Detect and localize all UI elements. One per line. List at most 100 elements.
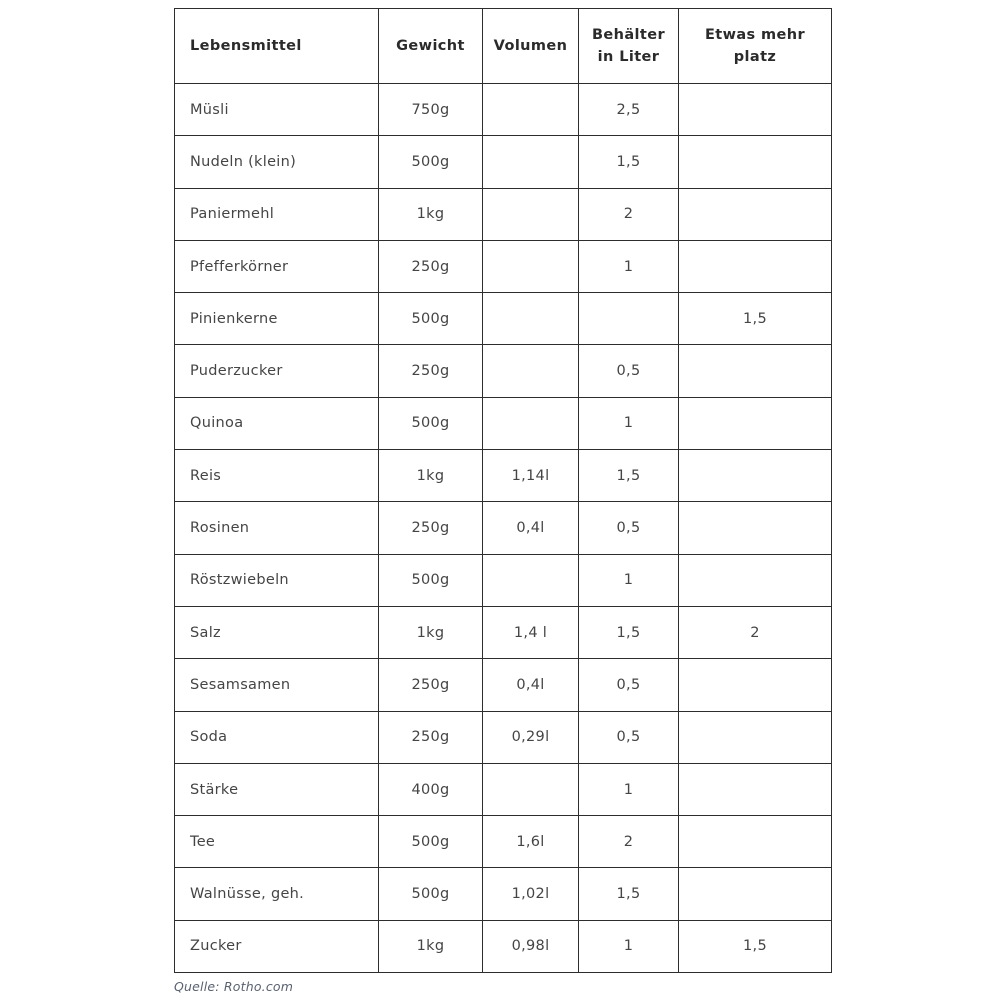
food-name-cell: Stärke bbox=[174, 762, 379, 817]
value-cell: 500g bbox=[378, 867, 483, 921]
table-row: Pfefferkörner 250g 1 bbox=[174, 239, 832, 294]
value-cell: 250g bbox=[378, 239, 483, 294]
header-row: Lebensmittel Gewicht Volumen Behälter in Li… bbox=[174, 8, 832, 84]
table-row: Röstzwiebeln 500g 1 bbox=[174, 553, 832, 607]
value-cell: 1,6l bbox=[482, 815, 579, 869]
value-cell: 2 bbox=[678, 605, 832, 660]
value-cell bbox=[678, 239, 832, 294]
value-cell: 1,5 bbox=[578, 135, 679, 189]
value-cell bbox=[482, 762, 579, 817]
value-cell: 0,98l bbox=[482, 919, 579, 974]
table-row: Müsli 750g 2,5 bbox=[174, 82, 832, 137]
food-name-cell: Zucker bbox=[174, 919, 379, 974]
value-cell bbox=[678, 187, 832, 241]
value-cell bbox=[482, 187, 579, 241]
column-header: Etwas mehr platz bbox=[678, 8, 832, 84]
value-cell bbox=[482, 239, 579, 294]
value-cell: 1 bbox=[578, 396, 679, 451]
value-cell: 1kg bbox=[378, 187, 483, 241]
table-row: Nudeln (klein) 500g 1,5 bbox=[174, 135, 832, 189]
value-cell bbox=[482, 82, 579, 137]
table-row: Zucker 1kg 0,98l 1 1,5 bbox=[174, 919, 832, 974]
value-cell: 750g bbox=[378, 82, 483, 137]
value-cell bbox=[678, 396, 832, 451]
value-cell bbox=[482, 344, 579, 398]
value-cell: 1,02l bbox=[482, 867, 579, 921]
food-name-cell: Quinoa bbox=[174, 396, 379, 451]
food-name-cell: Pfefferkörner bbox=[174, 239, 379, 294]
value-cell: 1 bbox=[578, 762, 679, 817]
value-cell: 500g bbox=[378, 135, 483, 189]
source-caption: Quelle: Rotho.com bbox=[174, 979, 294, 994]
value-cell bbox=[482, 396, 579, 451]
table-row: Pinienkerne 500g 1,5 bbox=[174, 292, 832, 346]
food-name-cell: Tee bbox=[174, 815, 379, 869]
table-row: Reis 1kg 1,14l 1,5 bbox=[174, 449, 832, 503]
value-cell bbox=[482, 292, 579, 346]
column-header: Behälter in Liter bbox=[578, 8, 679, 84]
table-row: Sesamsamen 250g 0,4l 0,5 bbox=[174, 658, 832, 712]
value-cell: 500g bbox=[378, 553, 483, 607]
value-cell bbox=[678, 867, 832, 921]
value-cell: 1,5 bbox=[578, 449, 679, 503]
value-cell: 1kg bbox=[378, 919, 483, 974]
value-cell: 250g bbox=[378, 658, 483, 712]
column-header: Lebensmittel bbox=[174, 8, 379, 84]
value-cell bbox=[482, 553, 579, 607]
value-cell: 1,14l bbox=[482, 449, 579, 503]
value-cell: 400g bbox=[378, 762, 483, 817]
food-name-cell: Soda bbox=[174, 710, 379, 764]
value-cell: 0,5 bbox=[578, 501, 679, 555]
value-cell: 2,5 bbox=[578, 82, 679, 137]
food-name-cell: Puderzucker bbox=[174, 344, 379, 398]
food-name-cell: Salz bbox=[174, 605, 379, 660]
table-row: Soda 250g 0,29l 0,5 bbox=[174, 710, 832, 764]
value-cell: 0,5 bbox=[578, 658, 679, 712]
food-name-cell: Nudeln (klein) bbox=[174, 135, 379, 189]
column-header: Volumen bbox=[482, 8, 579, 84]
value-cell: 2 bbox=[578, 187, 679, 241]
value-cell: 500g bbox=[378, 815, 483, 869]
table-row: Puderzucker 250g 0,5 bbox=[174, 344, 832, 398]
value-cell: 0,4l bbox=[482, 658, 579, 712]
value-cell: 1 bbox=[578, 239, 679, 294]
table-row: Tee 500g 1,6l 2 bbox=[174, 815, 832, 869]
value-cell: 0,4l bbox=[482, 501, 579, 555]
value-cell: 2 bbox=[578, 815, 679, 869]
food-name-cell: Rosinen bbox=[174, 501, 379, 555]
value-cell bbox=[678, 658, 832, 712]
value-cell bbox=[678, 449, 832, 503]
value-cell: 1kg bbox=[378, 449, 483, 503]
value-cell bbox=[578, 292, 679, 346]
value-cell bbox=[678, 501, 832, 555]
value-cell: 250g bbox=[378, 710, 483, 764]
value-cell bbox=[678, 553, 832, 607]
value-cell: 500g bbox=[378, 292, 483, 346]
value-cell: 0,29l bbox=[482, 710, 579, 764]
value-cell: 0,5 bbox=[578, 710, 679, 764]
value-cell: 1 bbox=[578, 553, 679, 607]
value-cell: 500g bbox=[378, 396, 483, 451]
column-header: Gewicht bbox=[378, 8, 483, 84]
value-cell bbox=[482, 135, 579, 189]
table-row: Paniermehl 1kg 2 bbox=[174, 187, 832, 241]
food-name-cell: Reis bbox=[174, 449, 379, 503]
value-cell bbox=[678, 815, 832, 869]
food-name-cell: Paniermehl bbox=[174, 187, 379, 241]
food-name-cell: Walnüsse, geh. bbox=[174, 867, 379, 921]
value-cell: 0,5 bbox=[578, 344, 679, 398]
value-cell bbox=[678, 344, 832, 398]
value-cell: 1,5 bbox=[678, 919, 832, 974]
value-cell bbox=[678, 82, 832, 137]
food-name-cell: Müsli bbox=[174, 82, 379, 137]
table-row: Salz 1kg 1,4 l 1,5 2 bbox=[174, 605, 832, 660]
table-row: Rosinen 250g 0,4l 0,5 bbox=[174, 501, 832, 555]
food-name-cell: Pinienkerne bbox=[174, 292, 379, 346]
table-body: Müsli 750g 2,5 Nudeln (klein) 500g 1,5 Panierm… bbox=[174, 82, 832, 974]
table-row: Walnüsse, geh. 500g 1,02l 1,5 bbox=[174, 867, 832, 921]
food-name-cell: Röstzwiebeln bbox=[174, 553, 379, 607]
value-cell: 1,4 l bbox=[482, 605, 579, 660]
value-cell: 250g bbox=[378, 344, 483, 398]
value-cell: 1,5 bbox=[678, 292, 832, 346]
